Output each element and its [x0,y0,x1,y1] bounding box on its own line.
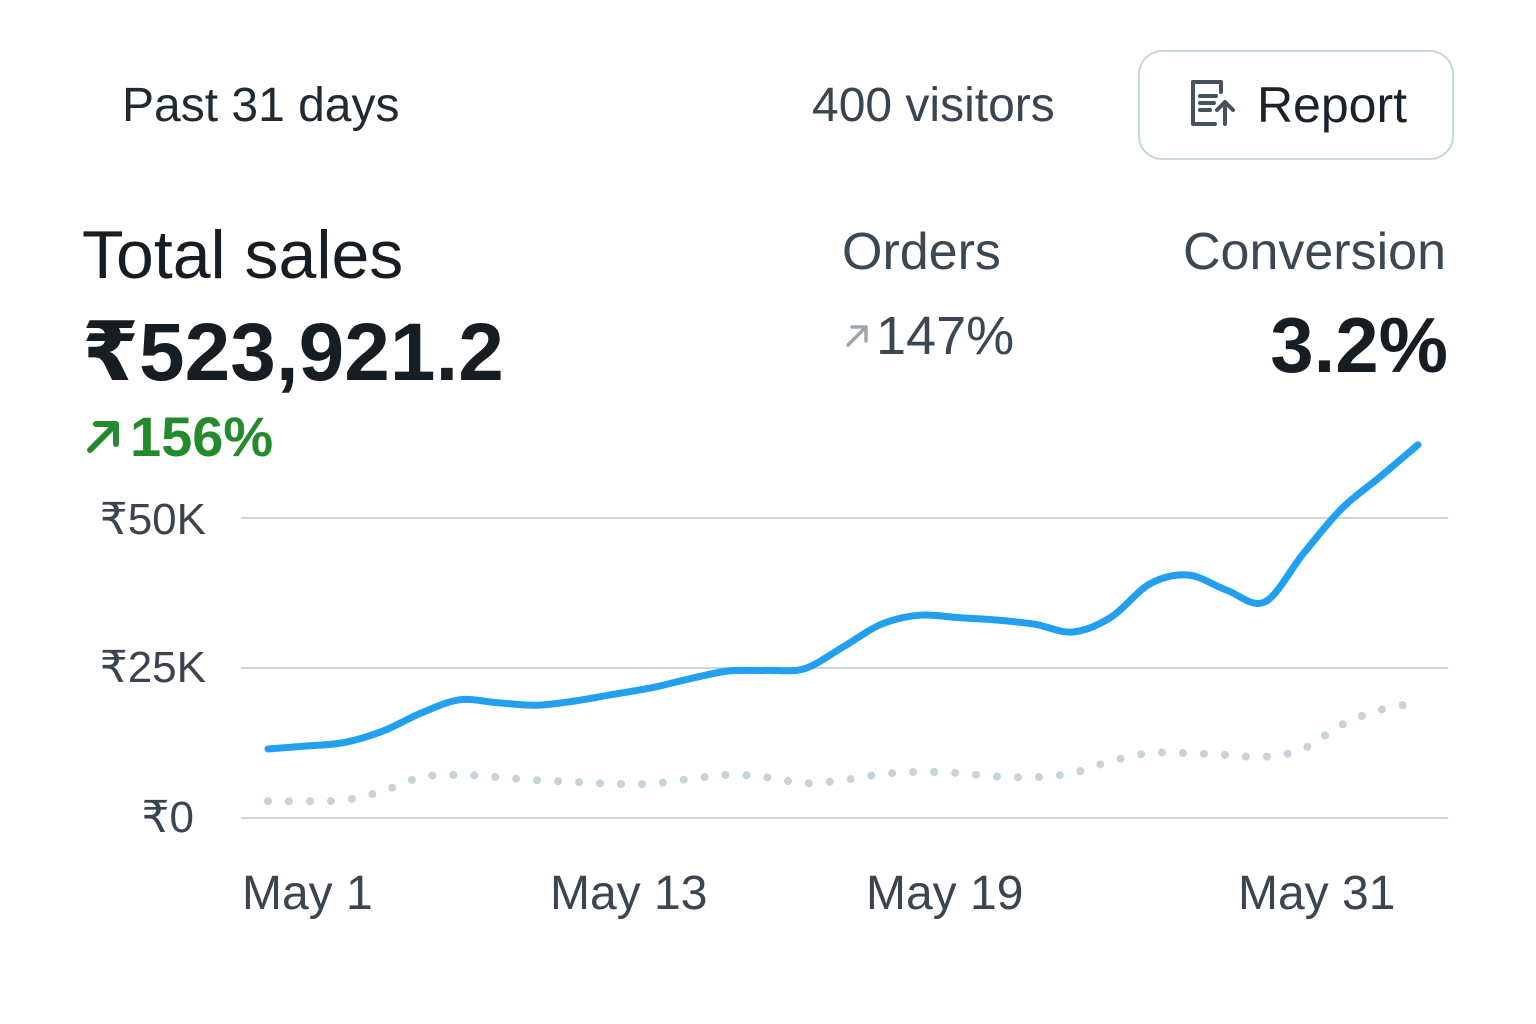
orders-label: Orders [842,223,1001,281]
orders-change: 147% [842,305,1014,367]
visitors-count: 400 visitors [812,79,1055,132]
y-tick-label: ₹25K [99,643,206,692]
conversion-value: 3.2% [1270,301,1448,389]
x-tick-label: May 1 [242,867,373,920]
report-button-label: Report [1256,77,1408,133]
orders-change-value: 147% [876,306,1015,366]
arrow-up-right-icon [87,420,119,453]
conversion-label: Conversion [1182,223,1446,281]
y-tick-label: ₹50K [99,495,206,544]
comparison-series-line [264,698,1422,806]
total-sales-change-value: 156% [130,405,274,468]
x-tick-label: May 19 [866,867,1024,920]
total-sales-label: Total sales [82,217,404,293]
sales-series-line [264,441,1422,753]
period-selector[interactable]: Past 31 days [122,79,400,132]
total-sales-value: ₹523,921.2 [82,307,504,398]
x-tick-label: May 13 [550,867,708,920]
report-export-icon [1185,76,1239,135]
y-tick-label: ₹0 [141,793,194,842]
x-tick-label: May 31 [1238,867,1396,920]
total-sales-change: 156% [82,404,273,469]
report-button[interactable]: Report [1138,50,1454,160]
arrow-up-right-icon [846,325,868,347]
